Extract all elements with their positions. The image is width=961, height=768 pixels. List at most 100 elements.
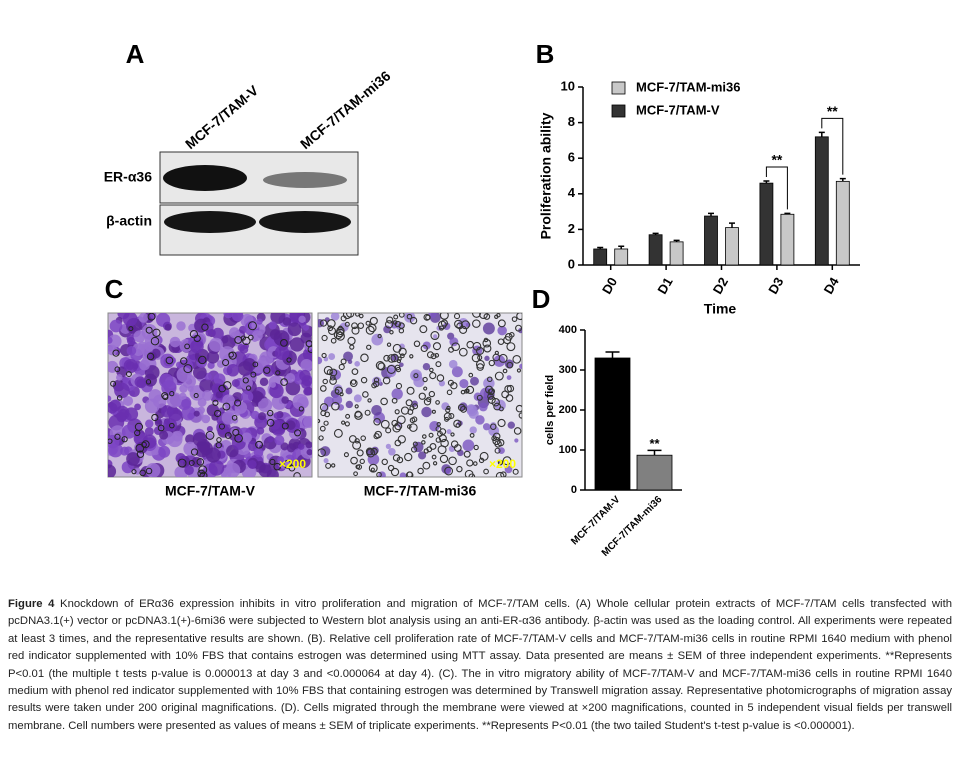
cell [386, 367, 397, 378]
pore [169, 391, 175, 397]
pore [440, 438, 449, 448]
pore [487, 388, 495, 396]
cell [250, 410, 260, 420]
pore [426, 351, 434, 359]
pore [432, 461, 438, 466]
pore [386, 342, 392, 347]
cell [354, 361, 360, 367]
pore [324, 411, 331, 418]
pore [497, 319, 506, 328]
pore [212, 399, 219, 406]
cell [228, 327, 240, 339]
bar [759, 182, 774, 266]
cell [328, 353, 336, 361]
cell [134, 403, 141, 411]
pore [494, 314, 499, 319]
cell [241, 390, 254, 403]
cell [301, 379, 311, 390]
cell [145, 419, 154, 428]
pore [196, 458, 205, 466]
cell [179, 384, 188, 393]
pore [466, 340, 474, 349]
cell [122, 313, 138, 327]
cell [391, 388, 403, 400]
band [263, 172, 347, 188]
pore [275, 370, 281, 376]
pore [419, 325, 428, 334]
pore [400, 353, 405, 359]
cell [280, 442, 289, 451]
pore [506, 342, 516, 352]
error-bar [839, 177, 846, 182]
pore [498, 406, 504, 412]
pore [393, 314, 399, 320]
pore [417, 467, 424, 475]
x-tick-label: D3 [765, 275, 786, 297]
pore [242, 336, 251, 346]
y-axis-title: Proliferation ability [538, 112, 554, 239]
micrograph-cells [318, 313, 522, 477]
pore [377, 333, 382, 339]
pore [435, 437, 442, 443]
pore [197, 469, 206, 477]
pore [114, 366, 121, 373]
cell [230, 427, 238, 436]
pore [320, 410, 327, 417]
pore [423, 448, 429, 454]
cell [306, 449, 312, 456]
pore [374, 430, 382, 439]
pore [145, 326, 153, 334]
pore [438, 320, 447, 330]
cell [444, 467, 452, 475]
pore [395, 366, 402, 373]
bar [614, 248, 629, 266]
pore [446, 389, 453, 396]
pore [359, 458, 365, 465]
pore [280, 339, 288, 347]
pore [377, 362, 386, 371]
cell [120, 446, 130, 456]
pore [145, 467, 153, 475]
pore [364, 409, 371, 416]
cell [413, 441, 424, 453]
cell [324, 317, 330, 323]
cell [514, 438, 519, 443]
cell [267, 435, 274, 443]
cell [213, 373, 226, 386]
pore [459, 405, 467, 413]
pore [128, 326, 134, 332]
micrograph-label: MCF-7/TAM-mi36 [364, 483, 477, 499]
cell [241, 432, 253, 443]
pore [139, 469, 146, 477]
error-bar [652, 232, 659, 235]
pore [365, 447, 374, 456]
cell [220, 334, 236, 350]
cell [176, 367, 192, 383]
pore [483, 313, 491, 320]
error-bar [597, 246, 604, 249]
pore [108, 438, 113, 444]
cell [482, 322, 495, 335]
caption-label: Figure 4 [8, 598, 55, 610]
pore [321, 334, 328, 342]
bracket [821, 117, 844, 175]
pore [476, 363, 485, 371]
pore [501, 390, 510, 399]
pore [458, 347, 468, 357]
blot-row-label: β-actin [106, 213, 152, 229]
pore [188, 459, 195, 466]
pore [131, 469, 137, 475]
cell [215, 391, 223, 399]
bar [648, 234, 663, 266]
pore [319, 319, 328, 327]
pore [360, 376, 368, 384]
pore [459, 325, 468, 334]
pore [463, 450, 471, 458]
pore [483, 468, 489, 475]
cell [126, 334, 135, 343]
pore [439, 313, 449, 320]
cell [123, 358, 138, 374]
pore [343, 452, 349, 458]
pore [354, 411, 363, 420]
cell [126, 346, 137, 356]
